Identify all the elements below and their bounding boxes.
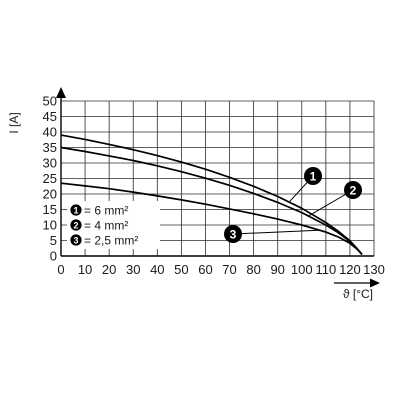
- x-tick-label: 50: [174, 262, 188, 277]
- legend-entry-label: = 4 mm²: [84, 219, 128, 233]
- legend-entry-label: = 6 mm²: [84, 204, 128, 218]
- curves: [60, 134, 363, 255]
- x-tick-label: 30: [126, 262, 140, 277]
- x-tick-label: 60: [198, 262, 212, 277]
- axes: [56, 87, 380, 288]
- callout-marker-1: [304, 167, 322, 185]
- legend-marker-number: 2: [73, 221, 78, 231]
- y-tick-label: 20: [43, 187, 57, 202]
- legend-marker-number: 3: [73, 236, 78, 246]
- legend-marker-number: 1: [73, 206, 78, 216]
- y-axis-arrow: [56, 87, 66, 98]
- x-tick-label: 90: [270, 262, 284, 277]
- legend-marker: [70, 219, 82, 231]
- y-tick-label: 40: [43, 125, 57, 140]
- x-tick-label: 100: [291, 262, 313, 277]
- y-tick-label: 15: [43, 202, 57, 217]
- x-tick-label: 130: [363, 262, 385, 277]
- curve-callouts: 1 2 3: [224, 167, 362, 243]
- legend: 1 = 6 mm² 2 = 4 mm² 3 = 2,5 mm²: [67, 201, 160, 249]
- y-tick-label: 30: [43, 156, 57, 171]
- y-tick-label: 50: [43, 94, 57, 109]
- y-tick-label: 5: [50, 233, 57, 248]
- y-tick-label: 45: [43, 109, 57, 124]
- callout-marker-number: 1: [310, 170, 317, 184]
- legend-marker: [70, 234, 82, 246]
- legend-box: [67, 201, 160, 249]
- callout-marker-3: [224, 225, 242, 243]
- callout-marker-number: 3: [230, 228, 237, 242]
- x-tick-label: 110: [315, 262, 336, 277]
- x-tick-label: 20: [102, 262, 116, 277]
- y-tick-label: 10: [43, 218, 57, 233]
- x-tick-label: 70: [222, 262, 236, 277]
- callout-marker-2: [344, 181, 362, 199]
- y-axis-label: I [A]: [7, 112, 21, 133]
- legend-marker: [70, 204, 82, 216]
- y-tick-label: 25: [43, 171, 57, 186]
- x-label-arrow-head: [370, 278, 380, 288]
- grid: [60, 100, 375, 257]
- curve-2: [60, 146, 363, 255]
- x-tick-label: 0: [57, 262, 64, 277]
- legend-entry-label: = 2,5 mm²: [84, 234, 138, 248]
- x-tick-label: 120: [339, 262, 361, 277]
- y-tick-label: 35: [43, 140, 57, 155]
- x-tick-label: 40: [150, 262, 164, 277]
- x-axis-label: ϑ [°C]: [343, 287, 373, 301]
- curve-3: [60, 182, 363, 255]
- y-tick-label: 0: [50, 249, 57, 264]
- x-tick-label: 10: [78, 262, 92, 277]
- callout-leader-3: [232, 229, 319, 235]
- callout-marker-number: 2: [350, 184, 357, 198]
- x-tick-label: 80: [246, 262, 260, 277]
